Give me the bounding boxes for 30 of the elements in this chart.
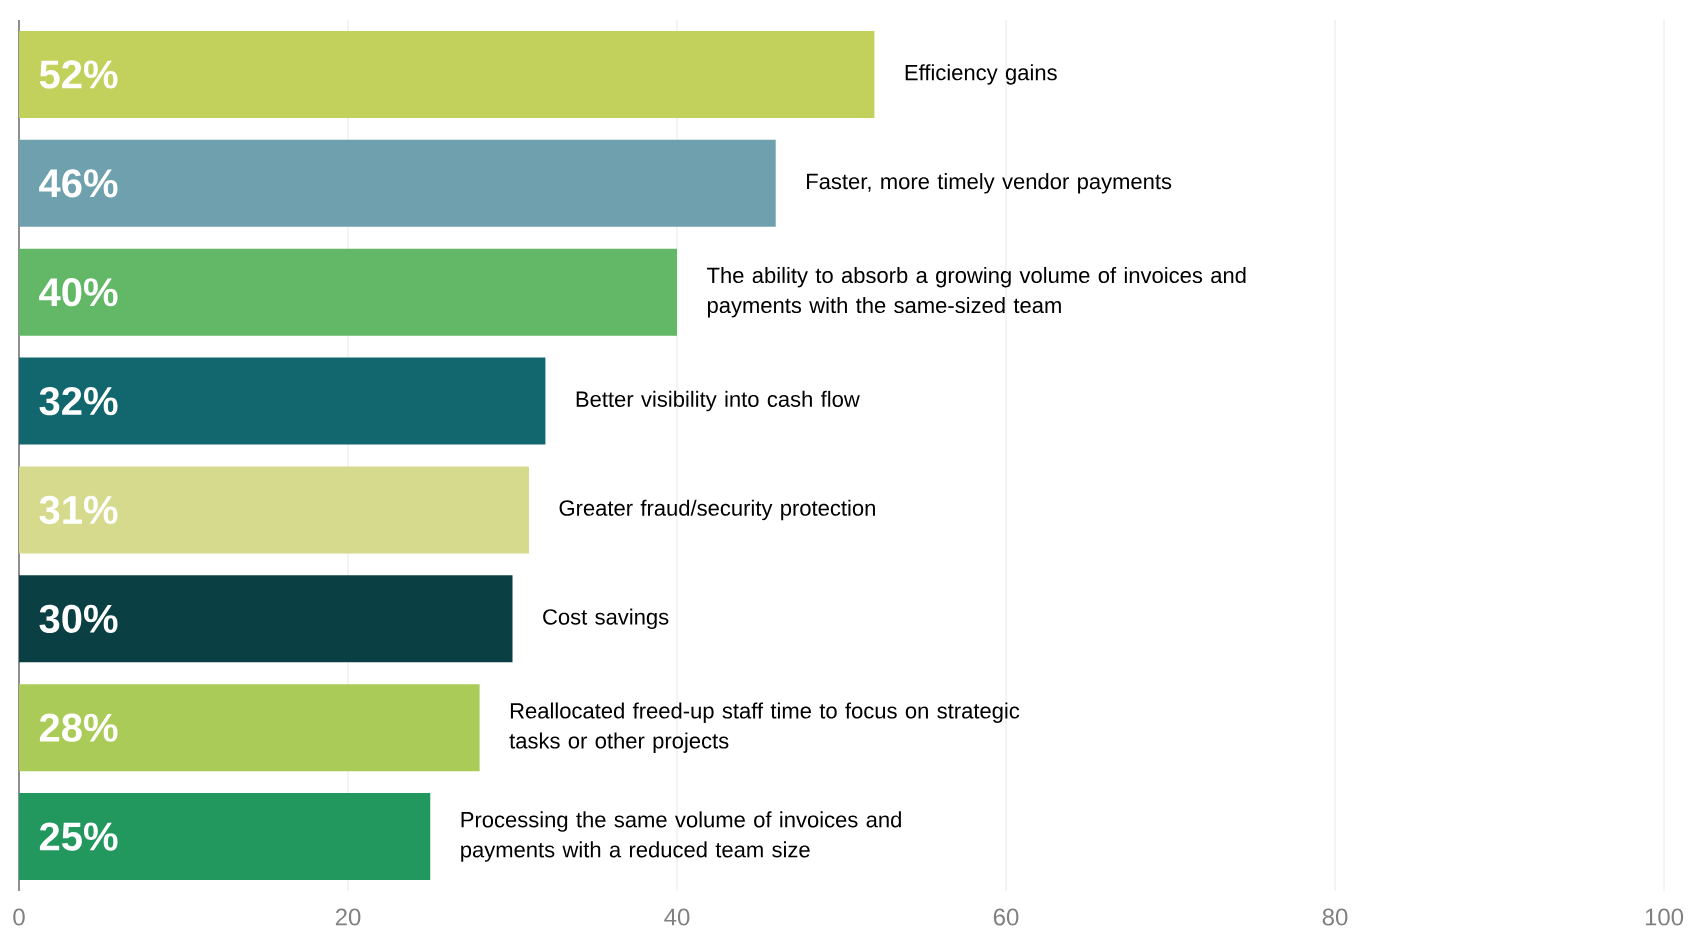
data-label: 52% [39,60,118,89]
bar [19,793,431,881]
data-label: 25% [39,822,118,851]
x-tick-label: 0 [13,908,25,926]
data-label: 28% [39,713,118,742]
y-tick-label: Efficiency gains [905,64,1057,85]
data-label: 30% [39,604,118,634]
y-tick-label: Processing the same volume of invoices and payments with a reduced team size [461,811,901,862]
data-label: 40% [39,278,118,307]
bar [19,575,513,663]
y-tick-label: The ability to absorb a growing volume of invoices and payments with the same-sized team [707,266,1246,318]
data-label: 31% [39,495,118,525]
bar [19,357,546,445]
bar [19,30,875,118]
x-tick-label: 20 [335,908,361,926]
bar [19,248,678,336]
y-tick-label: Cost savings [543,608,669,630]
data-label: 46% [39,169,118,198]
bar [19,684,480,772]
bar [19,466,529,554]
y-tick-label: Greater fraud/security protection [559,499,875,521]
y-tick-label: Reallocated freed-up staff time to focus on strategic tasks or other projects [509,702,1020,753]
bar [19,139,776,227]
x-tick-label: 100 [1645,908,1684,926]
y-tick-label: Better visibility into cash flow [576,390,860,412]
y-tick-label: Faster, more timely vendor payments [807,173,1172,194]
x-tick-label: 60 [993,908,1019,926]
x-tick-label: 80 [1322,908,1348,926]
data-label: 32% [39,386,118,416]
x-tick-label: 40 [664,908,690,926]
